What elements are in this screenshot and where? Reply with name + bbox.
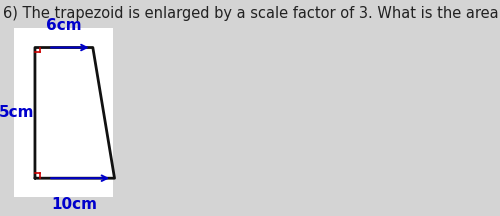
Text: 5cm: 5cm [0,105,34,120]
Text: 10cm: 10cm [52,197,98,212]
FancyBboxPatch shape [14,28,114,197]
Text: 6cm: 6cm [46,18,82,33]
Text: 6) The trapezoid is enlarged by a scale factor of 3. What is the area of the sca: 6) The trapezoid is enlarged by a scale … [3,6,500,21]
